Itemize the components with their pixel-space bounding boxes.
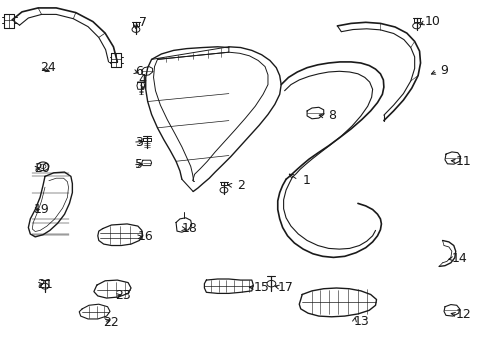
Text: 13: 13 <box>353 315 369 328</box>
Text: 18: 18 <box>182 222 197 235</box>
Text: 19: 19 <box>34 203 49 216</box>
Text: 12: 12 <box>455 309 470 321</box>
Text: 10: 10 <box>424 15 440 28</box>
Text: 24: 24 <box>40 61 56 74</box>
Text: 2: 2 <box>237 179 244 192</box>
Text: 22: 22 <box>103 316 119 329</box>
Text: 9: 9 <box>439 64 447 77</box>
Text: 17: 17 <box>278 281 293 294</box>
Text: 6: 6 <box>135 65 143 78</box>
Text: 16: 16 <box>138 230 153 243</box>
Text: 14: 14 <box>451 252 467 265</box>
Text: 15: 15 <box>253 281 269 294</box>
Text: 3: 3 <box>135 136 143 149</box>
Text: 23: 23 <box>115 289 131 302</box>
Text: 1: 1 <box>303 174 310 186</box>
Text: 21: 21 <box>37 278 53 291</box>
Text: 7: 7 <box>139 16 146 29</box>
Text: 11: 11 <box>455 155 470 168</box>
Text: 8: 8 <box>328 109 336 122</box>
Text: 20: 20 <box>34 162 49 175</box>
Text: 4: 4 <box>139 73 146 86</box>
Text: 5: 5 <box>135 158 143 171</box>
